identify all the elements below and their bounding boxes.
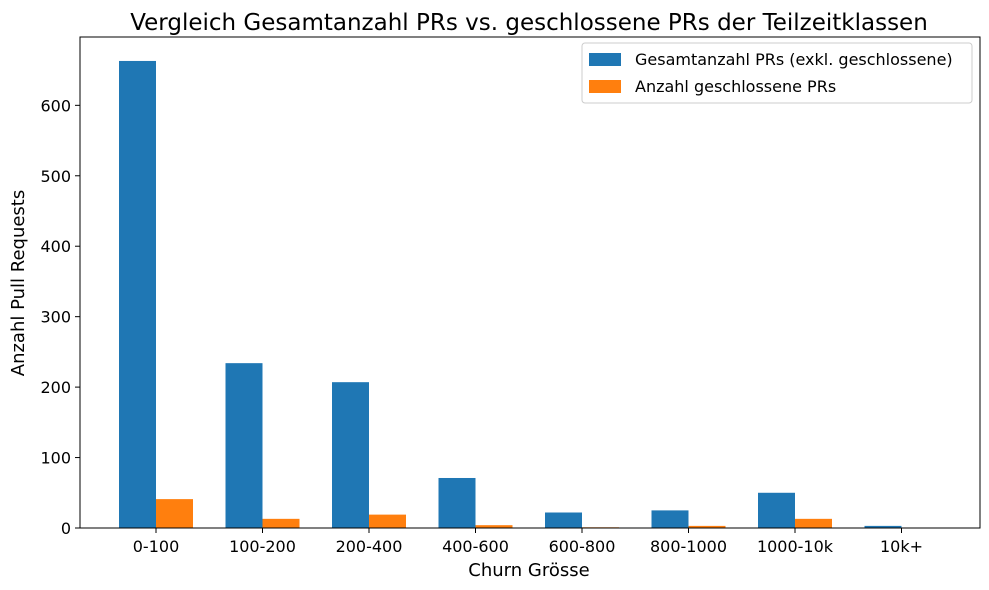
y-tick-label: 300 bbox=[40, 308, 71, 327]
x-axis-label: Churn Grösse bbox=[468, 560, 589, 581]
legend-swatch bbox=[589, 80, 621, 93]
bar-total-200-400 bbox=[332, 382, 369, 528]
legend-box bbox=[581, 42, 973, 104]
x-tick-label: 600-800 bbox=[549, 537, 616, 556]
bar-total-400-600 bbox=[438, 477, 476, 528]
bar-total-100-200 bbox=[225, 363, 263, 528]
legend-label: Anzahl geschlossene PRs bbox=[635, 77, 836, 96]
y-tick-label: 500 bbox=[40, 167, 71, 186]
bar-closed-200-400 bbox=[369, 514, 406, 528]
y-tick-label: 0 bbox=[61, 519, 71, 538]
bar-total-800-1000 bbox=[651, 510, 689, 528]
plot-area: 0-100 100-200 200-400 400-600 600-800 800-100… bbox=[40, 36, 981, 556]
y-tick-label: 600 bbox=[40, 96, 71, 115]
plot-frame bbox=[79, 36, 981, 529]
bar-total-1000-10k bbox=[758, 492, 795, 528]
x-tick-label: 100-200 bbox=[229, 537, 296, 556]
x-tick-label: 400-600 bbox=[442, 537, 509, 556]
bar-closed-400-600 bbox=[475, 525, 513, 528]
y-axis-label: Anzahl Pull Requests bbox=[8, 190, 29, 377]
legend-label: Gesamtanzahl PRs (exkl. geschlossene) bbox=[635, 50, 953, 69]
x-tick-label: 1000-10k bbox=[757, 537, 834, 556]
legend: Gesamtanzahl PRs (exkl. geschlossene) Anz… bbox=[581, 42, 973, 104]
y-tick-label: 100 bbox=[40, 449, 71, 468]
bar-total-10k+ bbox=[864, 525, 902, 528]
bar-closed-0-100 bbox=[156, 499, 193, 528]
legend-swatch bbox=[589, 53, 621, 66]
x-tick-label: 200-400 bbox=[336, 537, 403, 556]
bar-closed-1000-10k bbox=[795, 518, 832, 528]
y-tick-label: 200 bbox=[40, 378, 71, 397]
chart-title: Vergleich Gesamtanzahl PRs vs. geschloss… bbox=[130, 10, 928, 36]
bar-total-0-100 bbox=[119, 60, 156, 528]
bar-closed-100-200 bbox=[262, 518, 300, 528]
y-tick-label: 400 bbox=[40, 237, 71, 256]
x-tick-label: 10k+ bbox=[880, 537, 923, 556]
x-tick-label: 800-1000 bbox=[650, 537, 727, 556]
bar-total-600-800 bbox=[545, 512, 582, 528]
bar-closed-800-1000 bbox=[688, 525, 726, 528]
x-tick-label: 0-100 bbox=[133, 537, 180, 556]
